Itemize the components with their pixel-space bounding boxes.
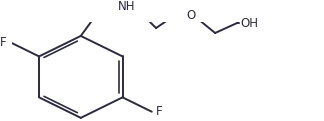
Text: NH: NH: [118, 0, 136, 13]
Text: F: F: [0, 36, 6, 49]
Text: F: F: [156, 105, 162, 118]
Text: OH: OH: [240, 17, 258, 30]
Text: O: O: [187, 9, 196, 22]
